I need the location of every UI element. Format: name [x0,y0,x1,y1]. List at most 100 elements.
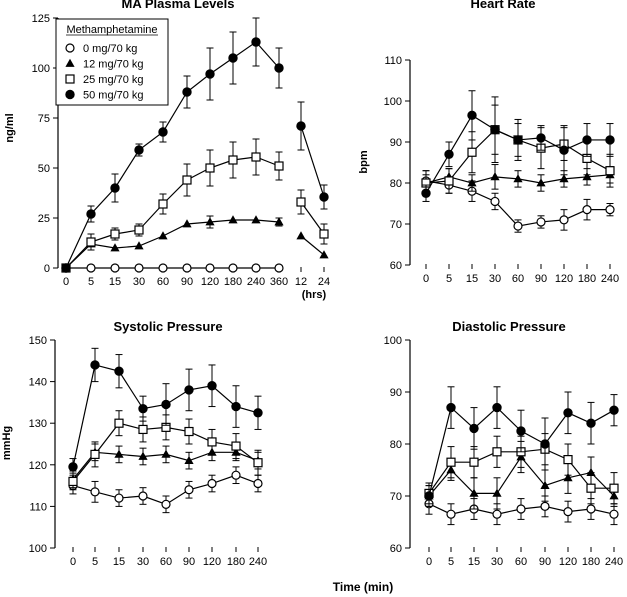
data-point [536,178,546,187]
data-point [114,449,124,458]
x-tick-label: 180 [224,276,242,288]
x-tick-label: 120 [201,276,219,288]
x-tick-label: 120 [559,556,577,568]
panel-heart-rate: Heart Rate bpm 60 70 80 90 100 110 0 5 15 30 60 90 120… [358,0,619,285]
y-tick-label: 120 [29,460,47,472]
x-tick-label: 0 [426,556,432,568]
data-point [184,485,194,495]
x-tick-label: 180 [227,556,245,568]
chart-area: Diastolic Pressure 60 70 80 90 100 0 5 15 30 60 90 1… [384,319,624,568]
legend-box [55,18,169,106]
data-point [469,457,479,467]
x-tick-label: 5 [448,556,454,568]
x-tick-label: 15 [468,556,480,568]
panel-ma-plasma-levels: MA Plasma Levels ng/ml 0 25 50 75 100 125 0 5 15 30… [4,0,330,301]
data-point [424,491,434,501]
y-tick-label: 75 [38,113,50,125]
data-point [444,176,454,186]
data-point [90,360,100,370]
x-tick-label: 12 [295,276,307,288]
chart-title: Systolic Pressure [113,319,222,334]
y-tick-label: 90 [390,137,402,149]
legend-title: Methamphetamine [66,24,157,36]
y-tick-label: 150 [29,335,47,347]
panel-diastolic-pressure: Diastolic Pressure 60 70 80 90 100 0 5 15 30 60 90 1… [384,319,624,568]
y-tick-label: 110 [29,501,47,513]
data-point [586,483,596,493]
series-line-extra [300,201,325,235]
data-point [605,166,615,176]
data-point [138,424,148,435]
x-tick-label: 15 [466,273,478,285]
series-50-mg-70-kg [68,347,263,476]
data-point [110,263,120,273]
data-point [492,488,502,497]
data-point [182,219,192,228]
data-point [490,125,500,135]
data-point [138,403,148,414]
legend-marker [65,74,75,84]
data-point [446,509,456,519]
x-tick-label: 5 [92,556,98,568]
x-tick-label: 5 [446,273,452,285]
data-point [319,229,329,239]
x-tick-label: 360 [270,276,288,288]
data-point [161,399,171,410]
data-point [605,135,615,145]
data-point [207,437,217,447]
series-50-mg-70-kg [61,17,329,273]
data-point [68,462,78,472]
data-point [296,231,306,240]
chart-title: Heart Rate [470,0,535,11]
y-tick-label: 100 [29,543,47,555]
data-point [90,487,100,497]
x-tick-label: 0 [63,276,69,288]
y-tick-label: 0 [44,263,50,275]
data-point [513,135,523,145]
data-point [158,127,168,137]
x-tick-label: 90 [535,273,547,285]
data-point [582,172,592,181]
data-point [110,183,120,193]
data-point [563,473,573,482]
data-point [253,478,263,489]
data-point [469,423,479,434]
data-point [319,192,329,202]
chart-area: Systolic Pressure mmHg 100 110 120 130 140 150 0… [1,319,267,568]
x-tick-label: 90 [181,276,193,288]
data-point [490,172,500,181]
data-point [274,161,284,171]
series-0-mg-70-kg [61,263,284,273]
y-tick-label: 60 [390,260,402,272]
y-tick-label: 110 [384,55,402,67]
y-tick-label: 70 [390,491,402,503]
data-point [296,197,306,207]
data-point [513,221,523,231]
data-point [559,145,569,155]
data-point [205,263,215,273]
data-point [184,426,194,437]
data-point [90,449,100,459]
data-point [516,504,526,514]
data-point [563,455,573,465]
data-point [609,509,619,519]
data-point [540,439,550,449]
data-point [540,501,550,511]
data-point [138,451,148,460]
y-axis-label: mmHg [1,426,13,460]
data-point [205,163,215,173]
series-line [65,41,280,269]
chart-title: MA Plasma Levels [122,0,235,11]
y-tick-label: 90 [390,387,402,399]
data-point [492,447,502,457]
data-point [536,217,546,227]
panel-systolic-pressure: Systolic Pressure mmHg 100 110 120 130 140 150 0… [1,319,267,568]
data-point [158,231,168,240]
data-point [540,480,550,489]
data-point [586,504,596,514]
y-tick-label: 100 [32,63,50,75]
data-point [207,381,217,391]
data-point [114,493,124,503]
data-point [586,418,596,428]
x-axis-unit-label: (hrs) [302,289,327,301]
